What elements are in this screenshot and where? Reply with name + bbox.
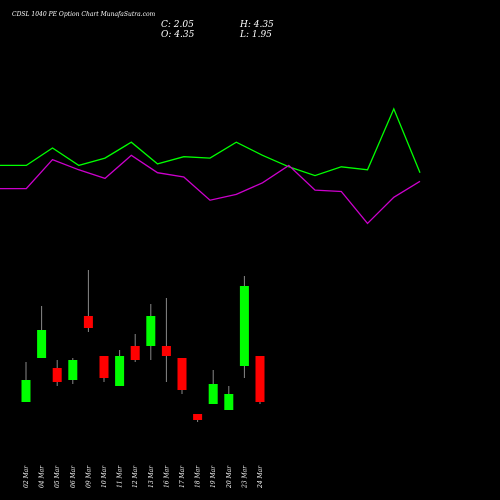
candle-11-mar	[115, 350, 125, 386]
candle-body	[146, 316, 156, 346]
low-value: L: 1.95	[239, 30, 272, 40]
x-tick-label: 10 Mar	[101, 465, 108, 488]
x-tick-label: 20 Mar	[226, 465, 233, 489]
x-tick-label: 02 Mar	[23, 465, 30, 488]
x-tick-label: 24 Mar	[257, 465, 264, 489]
candle-12-mar	[130, 334, 140, 362]
magenta-indicator-line	[0, 154, 421, 225]
candle-body	[115, 356, 125, 386]
x-tick-label: 11 Mar	[117, 465, 124, 488]
candle-body	[255, 356, 265, 402]
candle-10-mar	[99, 356, 109, 382]
candle-17-mar	[177, 358, 187, 394]
close-value: C: 2.05	[161, 20, 194, 30]
candle-body	[161, 346, 171, 356]
open-value: O: 4.35	[161, 30, 195, 40]
candle-05-mar	[52, 360, 62, 386]
candle-body	[239, 286, 249, 366]
x-tick-label: 13 Mar	[148, 465, 155, 488]
candle-23-mar	[239, 276, 249, 378]
candle-02-mar	[21, 362, 31, 402]
candle-body	[193, 414, 203, 420]
x-tick-label: 06 Mar	[70, 465, 77, 488]
candle-body	[83, 316, 93, 328]
candle-19-mar	[208, 370, 218, 404]
candle-body	[99, 356, 109, 378]
high-value: H: 4.35	[239, 20, 274, 30]
x-tick-label: 05 Mar	[54, 465, 61, 488]
candle-body	[224, 394, 234, 410]
candle-24-mar	[255, 356, 265, 404]
candle-06-mar	[68, 358, 78, 384]
green-indicator-line	[0, 107, 421, 177]
candle-body	[37, 330, 47, 358]
candle-body	[21, 380, 31, 402]
candle-body	[208, 384, 218, 404]
chart-title: CDSL 1040 PE Option Chart MunafaSutra.co…	[12, 11, 156, 18]
candle-body	[52, 368, 62, 382]
x-tick-label: 23 Mar	[241, 465, 248, 489]
indicator-lines	[0, 107, 421, 225]
x-axis: 02 Mar 04 Mar 05 Mar 06 Mar 09 Mar 10 Mar 11 M…	[23, 465, 264, 489]
x-tick-label: 17 Mar	[179, 465, 186, 488]
candle-04-mar	[37, 306, 47, 358]
x-tick-label: 12 Mar	[132, 465, 139, 488]
x-tick-label: 09 Mar	[85, 465, 92, 488]
candle-09-mar	[83, 270, 93, 332]
candle-13-mar	[146, 304, 156, 360]
candle-16-mar	[161, 298, 171, 382]
candlestick-series	[21, 270, 265, 422]
x-tick-label: 18 Mar	[195, 465, 202, 488]
candle-body	[177, 358, 187, 390]
x-tick-label: 04 Mar	[39, 465, 46, 488]
x-tick-label: 19 Mar	[210, 465, 217, 488]
candle-18-mar	[193, 414, 203, 422]
candle-body	[68, 360, 78, 380]
candle-20-mar	[224, 386, 234, 410]
candle-body	[130, 346, 140, 360]
x-tick-label: 16 Mar	[163, 465, 170, 488]
